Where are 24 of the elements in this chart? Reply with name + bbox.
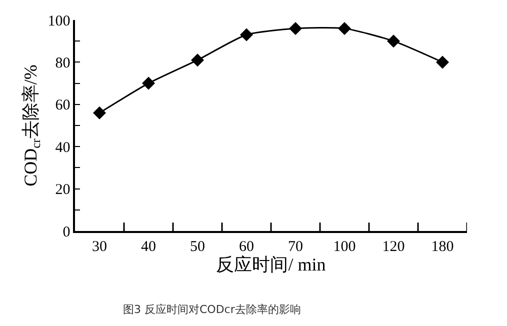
x-tick-label: 180 xyxy=(431,238,454,255)
caption: 图3 反应时间对CODcr去除率的影响 xyxy=(123,303,301,316)
point xyxy=(436,56,449,69)
x-tick-label: 50 xyxy=(190,238,205,255)
y-tick-label: 40 xyxy=(55,140,70,156)
x-tick-label: 30 xyxy=(92,238,107,255)
point xyxy=(191,54,204,67)
x-axis-title: 反应时间/ min xyxy=(216,254,326,275)
y-tick-label: 0 xyxy=(62,224,70,240)
point xyxy=(338,22,351,35)
y-tick-label: 60 xyxy=(55,98,70,114)
x-tick-label: 40 xyxy=(141,238,156,255)
x-tick-label: 120 xyxy=(382,238,405,255)
x-tick-label: 100 xyxy=(333,238,356,255)
point xyxy=(240,28,253,42)
x-tick-label: 60 xyxy=(239,238,254,255)
y-tick-label: 20 xyxy=(55,182,70,198)
y-tick-label: 100 xyxy=(48,13,70,30)
point xyxy=(142,76,155,90)
point xyxy=(387,34,400,48)
y-tick-label: 80 xyxy=(55,55,70,72)
point xyxy=(289,22,302,35)
point xyxy=(93,106,106,120)
x-tick-label: 70 xyxy=(288,238,303,255)
